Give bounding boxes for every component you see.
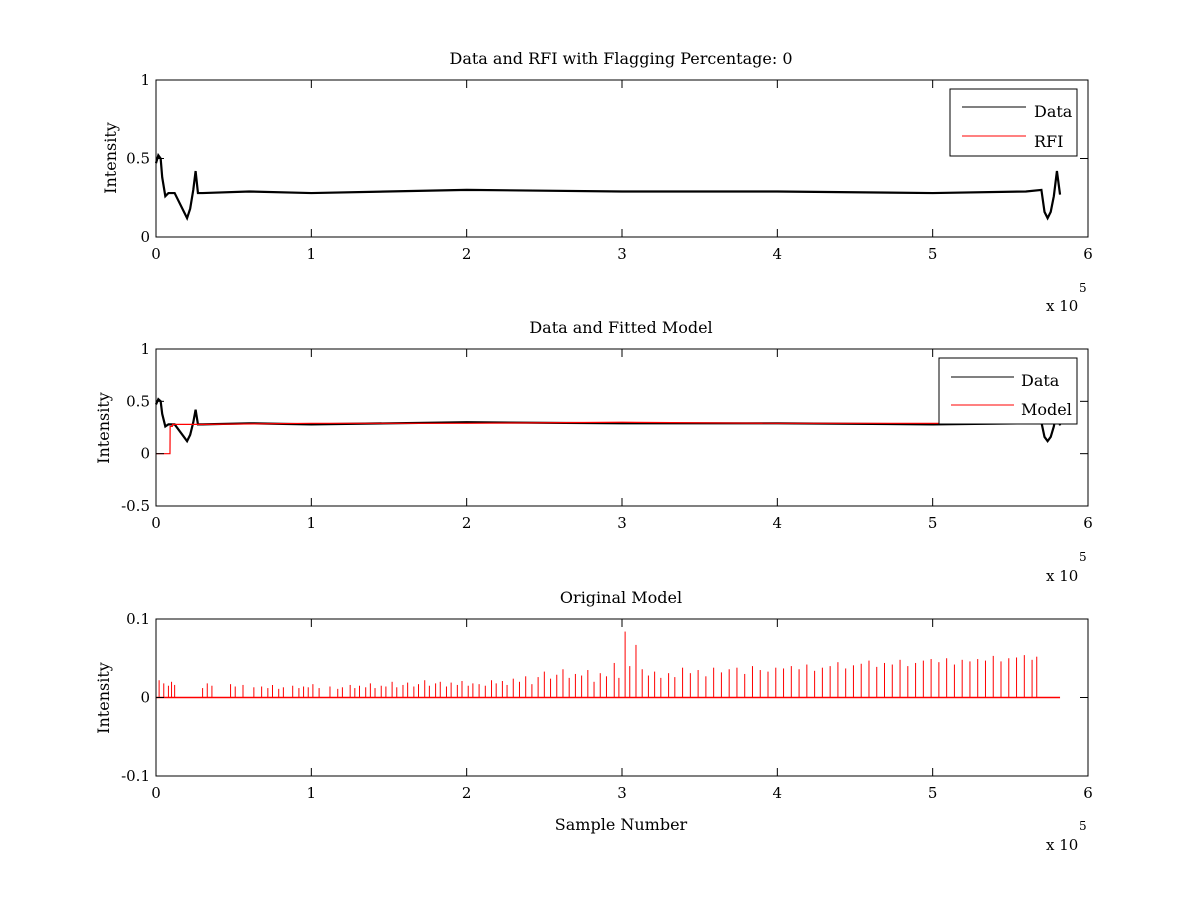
y-tick-label: 0 xyxy=(140,445,150,463)
x-tick-label: 4 xyxy=(773,514,783,532)
legend: Data RFI xyxy=(949,88,1078,157)
y-tick-label: 0.5 xyxy=(126,392,150,410)
y-tick-label: 0 xyxy=(140,228,150,246)
plot-area: 0 1 2 3 4 5 6-0.500.51 xyxy=(121,340,1093,532)
x-tick-label: 0 xyxy=(151,245,161,263)
x-tick-label: 2 xyxy=(462,784,472,802)
x-tick-label: 1 xyxy=(307,784,317,802)
x-axis-label: Sample Number xyxy=(555,815,688,834)
x-exponent-base: x 10 xyxy=(1046,567,1078,585)
plot-area: 0 1 2 3 4 5 6-0.100.1 xyxy=(121,610,1093,802)
x-tick-label: 6 xyxy=(1083,784,1093,802)
legend-box xyxy=(949,88,1078,157)
chart-title: Data and Fitted Model xyxy=(529,318,712,337)
x-tick-label: 1 xyxy=(307,514,317,532)
x-tick-label: 5 xyxy=(928,245,938,263)
y-axis-label: Intensity xyxy=(94,662,113,734)
subplot-data-model: Data and Fitted Model 0 1 2 3 4 5 6-0.500.51 I… xyxy=(94,318,1093,585)
y-tick-label: 1 xyxy=(140,340,150,358)
series-line-data xyxy=(154,152,1062,222)
x-exponent-base: x 10 xyxy=(1046,836,1078,854)
legend-label-data: Data xyxy=(1021,371,1060,390)
subplot-original-model: Original Model 0 1 2 3 4 5 6-0.100.1 Intensity… xyxy=(94,588,1093,854)
y-tick-label: 1 xyxy=(140,71,150,89)
x-tick-label: 1 xyxy=(307,245,317,263)
chart-title: Data and RFI with Flagging Percentage: 0 xyxy=(449,49,792,68)
x-tick-label: 2 xyxy=(462,245,472,263)
x-tick-label: 3 xyxy=(617,784,627,802)
legend: Data Model xyxy=(938,357,1078,425)
legend-box xyxy=(938,357,1078,425)
y-tick-label: -0.1 xyxy=(121,767,150,785)
x-tick-label: 6 xyxy=(1083,245,1093,263)
y-axis-label: Intensity xyxy=(101,122,120,194)
x-tick-label: 3 xyxy=(617,514,627,532)
x-tick-label: 5 xyxy=(928,784,938,802)
x-exponent-power: 5 xyxy=(1079,819,1087,833)
x-tick-label: 0 xyxy=(151,784,161,802)
x-exponent-base: x 10 xyxy=(1046,297,1078,315)
x-tick-label: 4 xyxy=(773,784,783,802)
x-tick-label: 3 xyxy=(617,245,627,263)
y-tick-label: 0.1 xyxy=(126,610,150,628)
legend-label-model: Model xyxy=(1021,400,1072,419)
plot-area: 0 1 2 3 4 5 6 0 0.5 1 xyxy=(126,71,1093,263)
y-tick-label: 0 xyxy=(140,689,150,707)
y-axis-label: Intensity xyxy=(94,392,113,464)
subplot-data-rfi: Data and RFI with Flagging Percentage: 0… xyxy=(101,49,1093,315)
series-line-model xyxy=(156,421,964,455)
x-exponent-power: 5 xyxy=(1079,281,1087,295)
x-tick-label: 2 xyxy=(462,514,472,532)
x-exponent-power: 5 xyxy=(1079,550,1087,564)
y-tick-label: -0.5 xyxy=(121,497,150,515)
x-tick-label: 0 xyxy=(151,514,161,532)
chart-title: Original Model xyxy=(560,588,682,607)
x-tick-label: 5 xyxy=(928,514,938,532)
legend-label-data: Data xyxy=(1034,102,1073,121)
legend-label-rfi: RFI xyxy=(1034,132,1063,151)
x-tick-label: 6 xyxy=(1083,514,1093,532)
x-tick-label: 4 xyxy=(773,245,783,263)
y-tick-label: 0.5 xyxy=(126,150,150,168)
